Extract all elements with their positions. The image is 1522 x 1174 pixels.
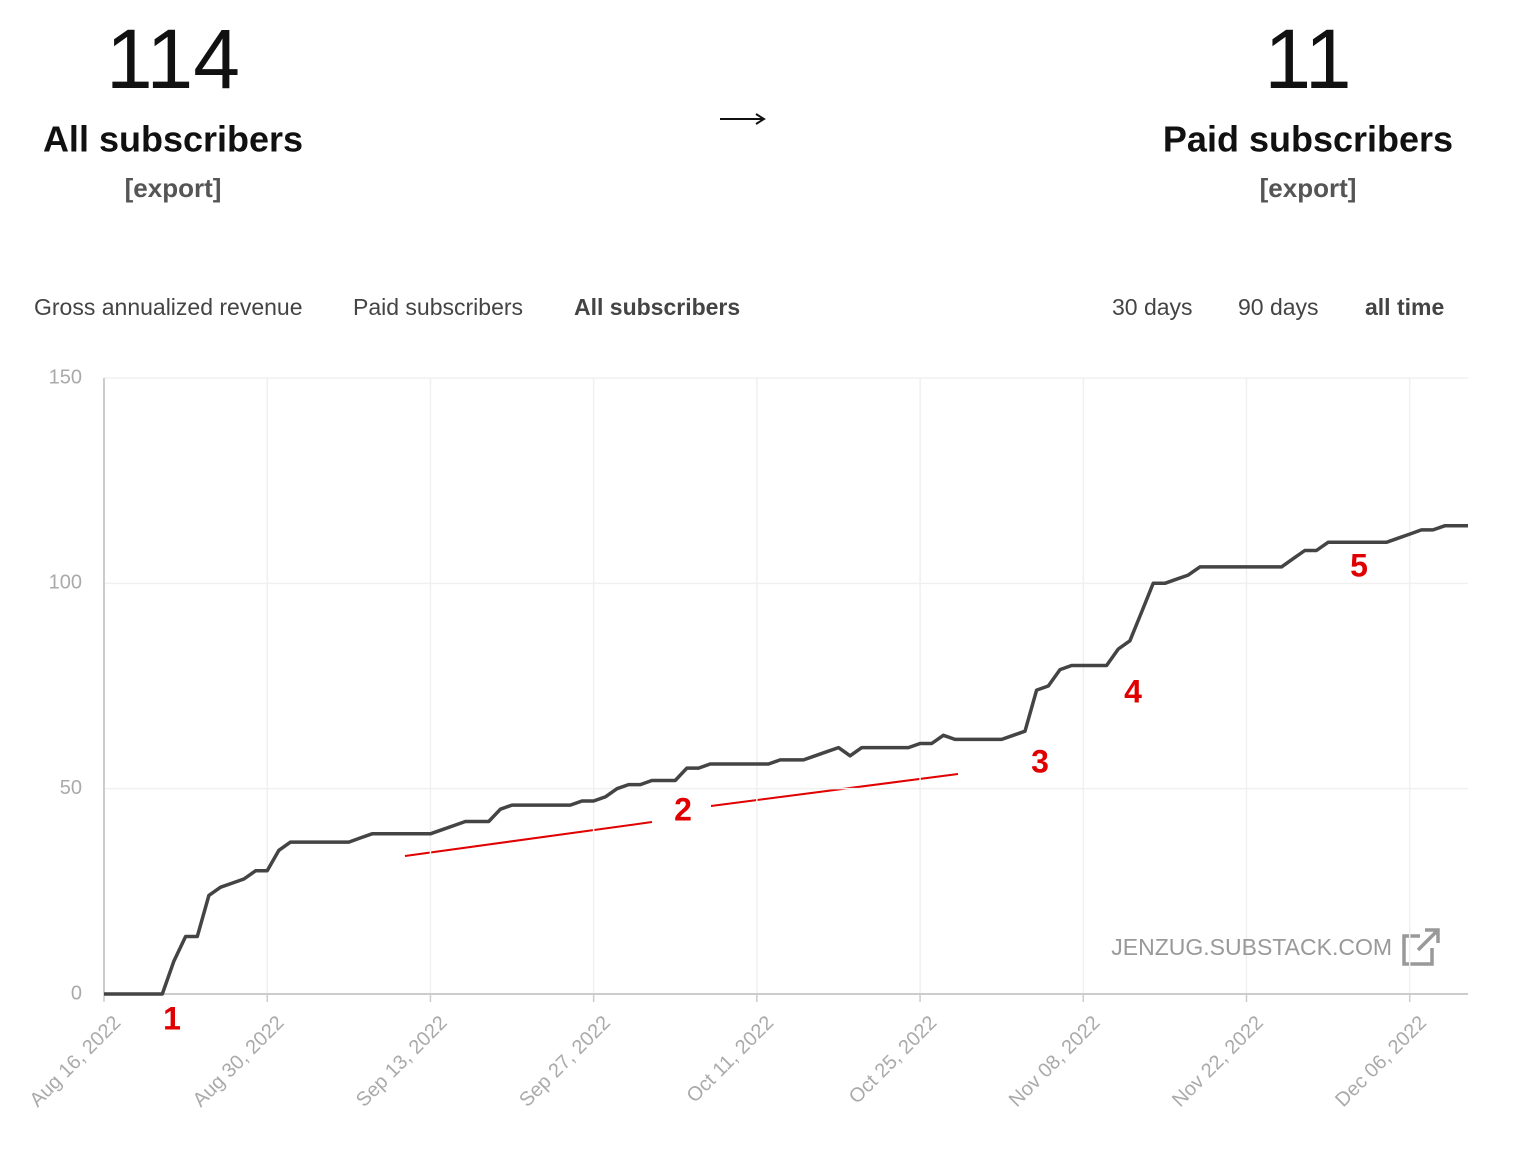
x-tick-label: Sep 13, 2022 bbox=[352, 1012, 452, 1112]
metric-tab[interactable]: Gross annualized revenue bbox=[34, 294, 303, 320]
paid-label: Paid subscribers bbox=[1163, 119, 1453, 160]
x-tick-label: Aug 16, 2022 bbox=[26, 1012, 126, 1112]
x-tick-label: Sep 27, 2022 bbox=[515, 1012, 615, 1112]
range-tab[interactable]: 90 days bbox=[1238, 294, 1319, 320]
paid-export[interactable]: [export] bbox=[1260, 173, 1357, 203]
x-tick-label: Oct 11, 2022 bbox=[683, 1012, 778, 1107]
y-tick-label: 0 bbox=[71, 982, 82, 1004]
x-tick-label: Aug 30, 2022 bbox=[189, 1012, 289, 1112]
annotation-line bbox=[404, 821, 653, 857]
line bbox=[104, 524, 1468, 996]
metric-tab[interactable]: Paid subscribers bbox=[353, 294, 523, 320]
y-tick-label: 150 bbox=[49, 366, 82, 388]
y-tick-label: 100 bbox=[49, 572, 82, 594]
arrow bbox=[720, 113, 766, 125]
paid-count: 11 bbox=[1264, 12, 1351, 106]
range-tab[interactable]: all time bbox=[1365, 294, 1444, 320]
annotation: 1 bbox=[163, 1000, 181, 1036]
x-tick-label: Dec 06, 2022 bbox=[1331, 1012, 1431, 1112]
range-tab[interactable]: 30 days bbox=[1112, 294, 1193, 320]
watermark: JENZUG.SUBSTACK.COM bbox=[1111, 934, 1392, 960]
annotation: 4 bbox=[1124, 673, 1142, 709]
annotation: 5 bbox=[1350, 547, 1368, 583]
all-export[interactable]: [export] bbox=[125, 173, 222, 203]
annotation: 3 bbox=[1031, 743, 1049, 779]
x-tick-label: Oct 25, 2022 bbox=[845, 1012, 942, 1109]
y-tick-label: 50 bbox=[60, 777, 82, 799]
annotation-line bbox=[710, 773, 959, 807]
all-count: 114 bbox=[106, 12, 240, 106]
x-tick-label: Nov 08, 2022 bbox=[1005, 1012, 1105, 1112]
metric-tab[interactable]: All subscribers bbox=[574, 294, 740, 320]
annotation: 2 bbox=[674, 791, 692, 827]
x-tick-label: Nov 22, 2022 bbox=[1168, 1012, 1268, 1112]
all-label: All subscribers bbox=[43, 119, 303, 160]
